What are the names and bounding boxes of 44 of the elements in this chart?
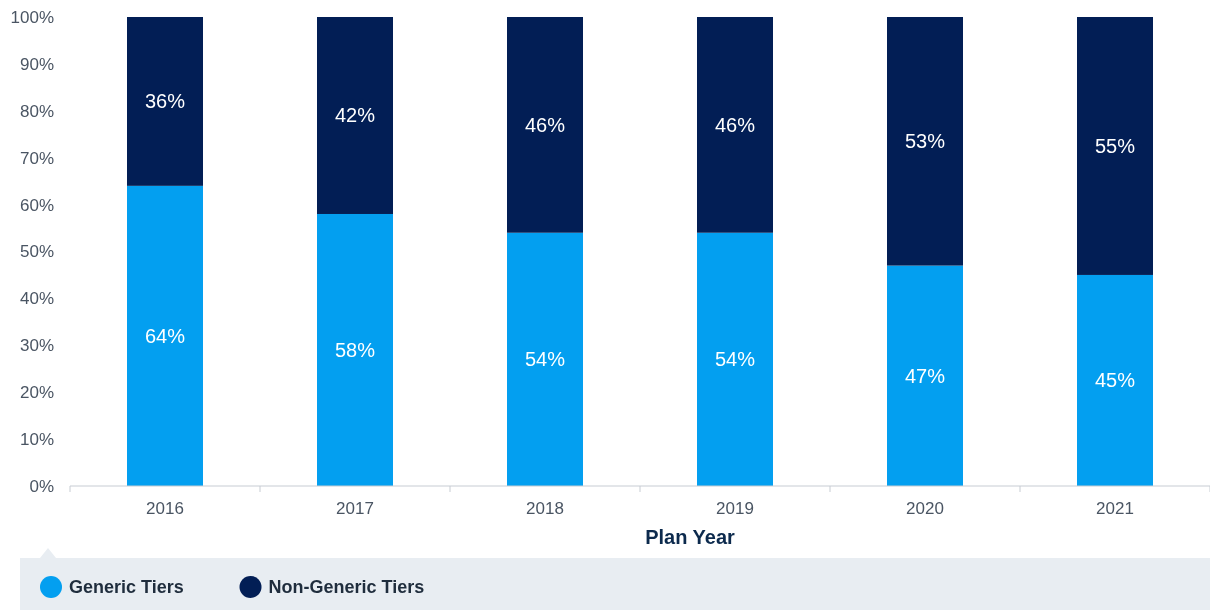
data-label: 55% [1094, 134, 1136, 157]
data-label: 47% [904, 364, 946, 387]
bar [127, 185, 203, 486]
data-label: 54% [524, 348, 566, 371]
y-tick-label: 20% [19, 383, 54, 403]
bar [887, 265, 963, 486]
legend-label: Non-Generic Tiers [268, 577, 425, 598]
bar [507, 17, 583, 233]
x-tick-label: 2019 [716, 499, 754, 518]
data-label: 36% [144, 90, 186, 113]
bar [317, 17, 393, 214]
x-tick-label: 2017 [336, 499, 374, 518]
data-label: 42% [334, 104, 376, 127]
bar [1077, 17, 1153, 275]
data-label: 46% [524, 113, 566, 136]
data-label: 54% [714, 348, 756, 371]
y-tick-label: 70% [19, 148, 54, 168]
bar [127, 17, 203, 186]
data-label: 58% [334, 338, 376, 361]
x-tick-label: 2016 [146, 499, 184, 518]
y-tick-label: 10% [19, 430, 54, 450]
bar [887, 17, 963, 266]
x-axis-title: Plan Year [645, 526, 736, 548]
y-tick-label: 40% [19, 289, 54, 309]
bar [507, 232, 583, 486]
y-tick-label: 0% [29, 476, 54, 496]
y-tick-label: 30% [19, 336, 54, 356]
y-tick-label: 80% [19, 101, 54, 121]
bar [697, 17, 773, 233]
data-label: 64% [144, 324, 186, 347]
data-label: 45% [1094, 369, 1136, 392]
y-tick-label: 60% [19, 195, 54, 215]
data-label: 46% [714, 113, 756, 136]
x-tick-label: 2021 [1096, 499, 1134, 518]
y-tick-label: 90% [19, 54, 54, 74]
bar [317, 213, 393, 486]
data-label: 53% [904, 130, 946, 153]
x-tick-label: 2020 [906, 499, 944, 518]
y-tick-label: 100% [10, 7, 54, 27]
bar [1077, 274, 1153, 486]
legend-label: Generic Tiers [69, 577, 184, 598]
x-tick-label: 2018 [526, 499, 564, 518]
y-tick-label: 50% [19, 242, 54, 262]
bar [697, 232, 773, 486]
